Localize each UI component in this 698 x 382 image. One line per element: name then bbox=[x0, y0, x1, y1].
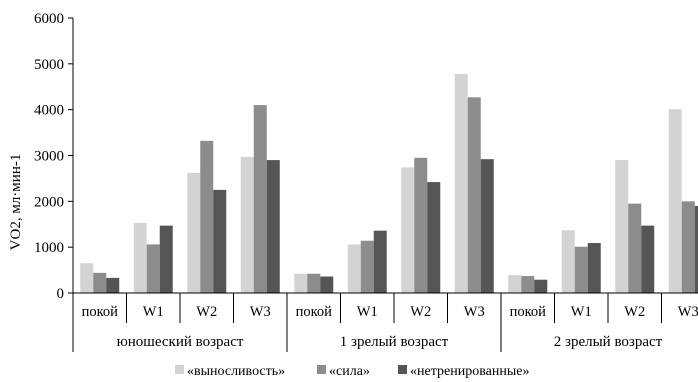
bar bbox=[574, 246, 588, 293]
bar bbox=[668, 109, 682, 293]
group-label: 1 зрелый возраст bbox=[340, 334, 449, 350]
legend-swatch bbox=[175, 365, 184, 374]
bar bbox=[480, 159, 494, 293]
bar bbox=[320, 276, 334, 293]
bar bbox=[454, 73, 468, 294]
y-tick-label: 2000 bbox=[34, 194, 64, 210]
bar bbox=[146, 244, 160, 293]
bar bbox=[307, 273, 321, 293]
bar bbox=[467, 97, 481, 294]
bar bbox=[294, 273, 308, 293]
x-tick-label: W1 bbox=[143, 304, 164, 320]
legend-label: «нетренированные» bbox=[410, 364, 529, 379]
bar bbox=[93, 272, 107, 293]
bar bbox=[347, 244, 361, 293]
bar bbox=[534, 279, 548, 293]
x-tick-label: W1 bbox=[571, 304, 592, 320]
y-axis: 0 1000 2000 3000 4000 5000 6000 bbox=[34, 11, 74, 302]
x-tick-label: W3 bbox=[250, 304, 271, 320]
x-tick-label: W1 bbox=[357, 304, 378, 320]
bar bbox=[694, 205, 698, 293]
x-axis: покой W1 W2 W3 покой W1 W2 W3 покой W1 W2 W3 юношеск… bbox=[72, 292, 698, 352]
x-tick-label: W3 bbox=[678, 304, 698, 320]
bar bbox=[414, 157, 428, 293]
bar bbox=[681, 201, 695, 293]
y-tick-label: 6000 bbox=[34, 11, 64, 27]
y-tick-label: 4000 bbox=[34, 103, 64, 119]
y-axis-label: VO2, мл·мин-1 bbox=[8, 154, 24, 251]
y-tick-label: 0 bbox=[57, 286, 65, 302]
bar bbox=[508, 275, 522, 293]
bar bbox=[266, 160, 280, 293]
bar bbox=[427, 182, 441, 293]
bar bbox=[187, 172, 201, 293]
y-tick-label: 1000 bbox=[34, 240, 64, 256]
legend-swatch bbox=[398, 365, 407, 374]
bar bbox=[521, 276, 535, 293]
bar bbox=[240, 156, 254, 293]
bars bbox=[80, 73, 698, 294]
x-tick-label: покой bbox=[510, 304, 547, 320]
bar bbox=[159, 225, 173, 293]
bar bbox=[401, 167, 415, 293]
bar bbox=[628, 203, 642, 293]
x-tick-label: W2 bbox=[624, 304, 645, 320]
legend: «выносливость» «сила» «нетренированные» bbox=[175, 364, 529, 379]
bar bbox=[253, 105, 267, 293]
bar bbox=[106, 277, 120, 293]
bar bbox=[373, 230, 387, 293]
group-label: юношеский возраст bbox=[117, 334, 244, 350]
bar bbox=[641, 225, 655, 293]
legend-swatch bbox=[317, 365, 326, 374]
x-tick-label: W2 bbox=[410, 304, 431, 320]
x-tick-label: покой bbox=[296, 304, 333, 320]
x-tick-label: W2 bbox=[196, 304, 217, 320]
x-tick-label: покой bbox=[82, 304, 119, 320]
bar bbox=[133, 222, 147, 293]
bar bbox=[360, 240, 374, 293]
legend-label: «выносливость» bbox=[187, 364, 285, 379]
group-label: 2 зрелый возраст bbox=[554, 334, 663, 350]
y-tick-label: 3000 bbox=[34, 149, 64, 165]
bar bbox=[615, 160, 629, 293]
bar bbox=[213, 189, 227, 293]
bar bbox=[561, 230, 575, 293]
x-tick-label: W3 bbox=[464, 304, 485, 320]
y-tick-label: 5000 bbox=[34, 57, 64, 73]
bar bbox=[80, 263, 94, 293]
legend-label: «сила» bbox=[329, 364, 370, 379]
bar bbox=[200, 140, 214, 293]
bar bbox=[587, 243, 601, 293]
